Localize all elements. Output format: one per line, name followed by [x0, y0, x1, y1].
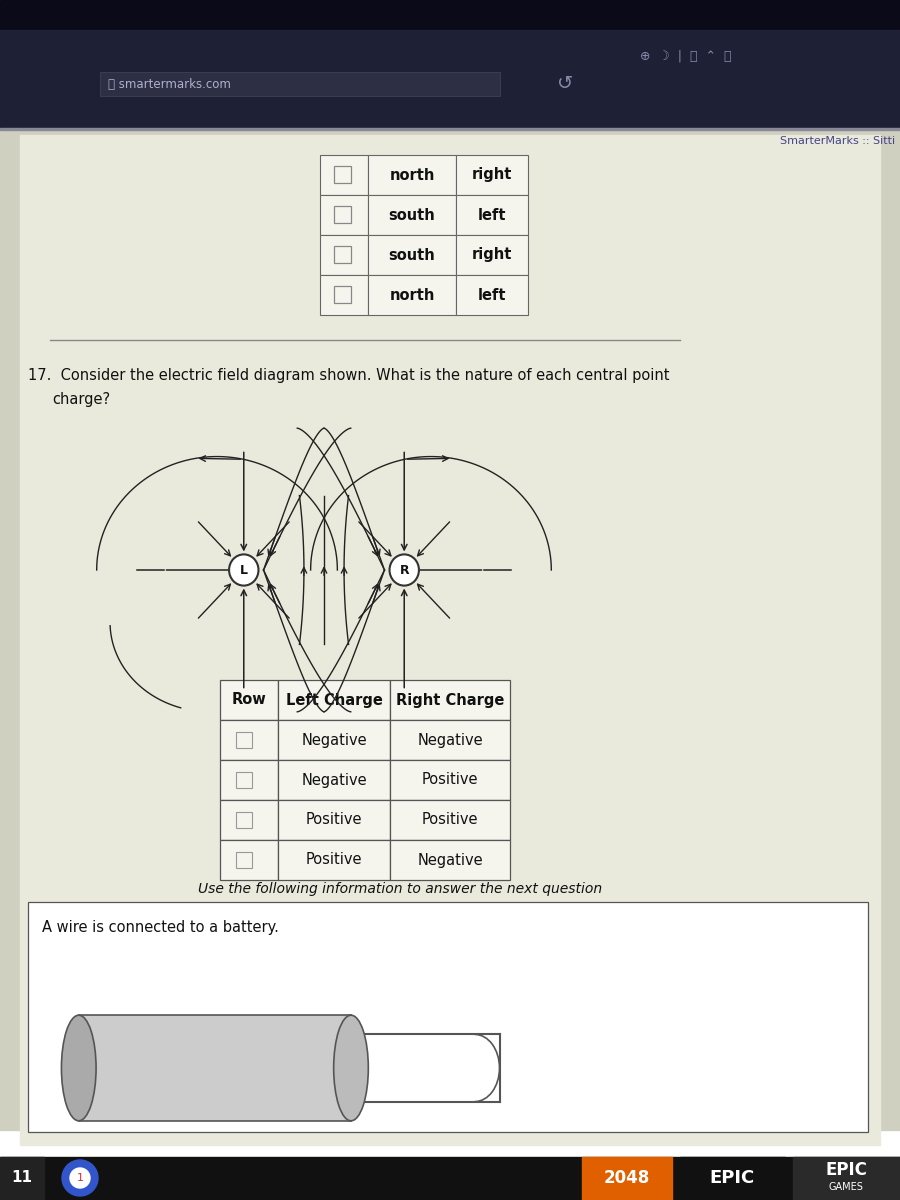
- Text: EPIC: EPIC: [825, 1162, 867, 1178]
- Circle shape: [390, 554, 418, 586]
- Bar: [368, 194, 456, 235]
- Bar: [0, 130, 900, 1130]
- Text: EPIC: EPIC: [709, 1169, 754, 1187]
- Text: L: L: [239, 564, 248, 576]
- Text: north: north: [390, 288, 435, 302]
- Ellipse shape: [334, 1015, 368, 1121]
- Text: ⊕  ☽  |  🔋  ⌃  🔍: ⊕ ☽ | 🔋 ⌃ 🔍: [640, 49, 732, 62]
- Text: SmarterMarks :: Sitti: SmarterMarks :: Sitti: [780, 136, 895, 146]
- Bar: [220, 760, 278, 800]
- Bar: [220, 720, 278, 760]
- Text: GAMES: GAMES: [829, 1182, 863, 1192]
- Bar: [456, 155, 528, 194]
- Bar: [334, 286, 351, 302]
- Bar: [100, 72, 500, 96]
- Bar: [320, 155, 368, 194]
- Bar: [456, 275, 528, 314]
- Bar: [390, 840, 510, 880]
- Bar: [334, 246, 351, 263]
- Text: south: south: [389, 247, 436, 263]
- Bar: [220, 680, 278, 720]
- Text: Right Charge: Right Charge: [396, 692, 504, 708]
- Text: 2048: 2048: [604, 1169, 650, 1187]
- Bar: [278, 800, 390, 840]
- Bar: [368, 235, 456, 275]
- Text: Negative: Negative: [302, 773, 367, 787]
- Bar: [0, 0, 900, 30]
- Text: Negative: Negative: [302, 732, 367, 748]
- Bar: [456, 194, 528, 235]
- Text: left: left: [478, 208, 506, 222]
- Bar: [334, 166, 351, 182]
- Text: Left Charge: Left Charge: [285, 692, 382, 708]
- Text: 🔒 smartermarks.com: 🔒 smartermarks.com: [108, 78, 231, 90]
- Text: south: south: [389, 208, 436, 222]
- Bar: [20, 134, 880, 1145]
- Circle shape: [70, 1168, 90, 1188]
- Text: R: R: [400, 564, 409, 576]
- Text: 1: 1: [76, 1174, 84, 1183]
- Bar: [236, 732, 252, 748]
- Bar: [320, 235, 368, 275]
- Text: Positive: Positive: [306, 852, 362, 868]
- Bar: [334, 206, 351, 223]
- Bar: [582, 1157, 672, 1200]
- Bar: [680, 1157, 785, 1200]
- Bar: [390, 720, 510, 760]
- Bar: [236, 812, 252, 828]
- Bar: [28, 902, 868, 1132]
- Bar: [0, 1157, 44, 1200]
- Bar: [390, 800, 510, 840]
- Bar: [390, 680, 510, 720]
- Text: 11: 11: [12, 1170, 32, 1186]
- Text: ↺: ↺: [557, 74, 573, 94]
- Bar: [0, 30, 900, 130]
- Bar: [278, 840, 390, 880]
- Text: north: north: [390, 168, 435, 182]
- Text: right: right: [472, 168, 512, 182]
- Bar: [220, 840, 278, 880]
- Bar: [793, 1157, 900, 1200]
- Bar: [278, 720, 390, 760]
- Bar: [368, 275, 456, 314]
- Bar: [236, 772, 252, 788]
- Circle shape: [62, 1160, 98, 1196]
- Text: Positive: Positive: [422, 812, 478, 828]
- Bar: [79, 1015, 351, 1121]
- Text: A wire is connected to a battery.: A wire is connected to a battery.: [42, 920, 279, 935]
- Bar: [390, 760, 510, 800]
- Bar: [320, 194, 368, 235]
- Bar: [368, 155, 456, 194]
- Bar: [278, 680, 390, 720]
- Text: Use the following information to answer the next question: Use the following information to answer …: [198, 882, 602, 896]
- Bar: [278, 760, 390, 800]
- Text: 17.  Consider the electric field diagram shown. What is the nature of each centr: 17. Consider the electric field diagram …: [28, 368, 670, 383]
- Bar: [220, 800, 278, 840]
- Text: Row: Row: [231, 692, 266, 708]
- Text: right: right: [472, 247, 512, 263]
- Text: left: left: [478, 288, 506, 302]
- Text: Positive: Positive: [306, 812, 362, 828]
- Bar: [456, 235, 528, 275]
- Bar: [0, 128, 900, 130]
- Bar: [320, 275, 368, 314]
- Ellipse shape: [61, 1015, 96, 1121]
- Text: Negative: Negative: [418, 852, 482, 868]
- Text: charge?: charge?: [52, 392, 110, 407]
- Bar: [0, 1157, 900, 1200]
- Bar: [236, 852, 252, 868]
- Text: Negative: Negative: [418, 732, 482, 748]
- Text: Positive: Positive: [422, 773, 478, 787]
- Circle shape: [230, 554, 258, 586]
